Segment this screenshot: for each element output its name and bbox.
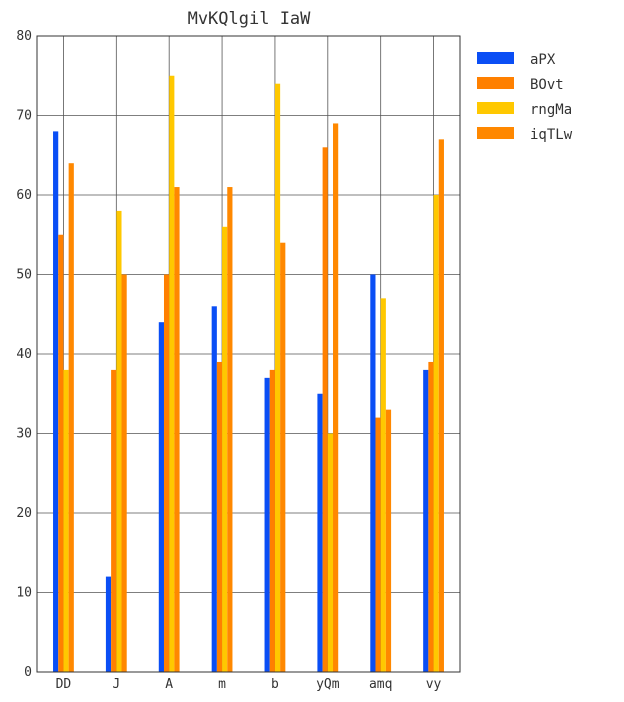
bars-group xyxy=(53,75,444,673)
bar-iqTLw-J xyxy=(121,274,127,672)
bar-iqTLw-DD xyxy=(68,163,74,672)
y-tick-label: 80 xyxy=(16,29,32,44)
x-tick-label: b xyxy=(271,677,279,692)
x-tick-label: vy xyxy=(426,677,442,692)
legend: aPX BOvt rngMa iqTLw xyxy=(477,52,573,143)
bar-iqTLw-m xyxy=(227,187,233,673)
bar-rngMa-J xyxy=(116,210,122,672)
bar-aPX-J xyxy=(105,576,112,672)
legend-swatch-BOvt xyxy=(477,77,514,89)
bar-rngMa-vy xyxy=(433,195,439,672)
bar-BOvt-vy xyxy=(428,361,434,672)
x-tick-label: m xyxy=(218,677,226,692)
bar-rngMa-A xyxy=(169,75,175,672)
x-tick-label: DD xyxy=(56,677,72,692)
bar-rngMa-amq xyxy=(380,298,386,672)
bar-rngMa-yQm xyxy=(327,433,334,672)
bar-BOvt-b xyxy=(269,369,275,672)
bar-iqTLw-A xyxy=(174,187,180,673)
chart-title: MvKQlgil IaW xyxy=(188,9,312,29)
bar-BOvt-m xyxy=(216,361,223,672)
bar-iqTLw-amq xyxy=(385,409,392,672)
y-tick-label: 50 xyxy=(16,268,32,283)
x-tick-label: amq xyxy=(369,677,392,692)
bar-BOvt-DD xyxy=(58,234,64,672)
y-tick-label: 60 xyxy=(16,188,32,203)
bar-BOvt-J xyxy=(111,369,117,672)
plot-frame xyxy=(36,35,461,673)
y-tick-label: 10 xyxy=(16,586,32,601)
y-tick-label: 0 xyxy=(24,665,32,680)
x-tick-label: yQm xyxy=(316,677,340,692)
bar-BOvt-A xyxy=(163,274,170,672)
legend-swatch-rngMa xyxy=(477,102,514,114)
y-axis-ticks: 0 10 20 30 40 50 60 70 80 xyxy=(16,29,32,680)
legend-swatch-aPX xyxy=(477,52,514,64)
y-tick-label: 30 xyxy=(16,427,32,442)
bar-aPX-m xyxy=(211,306,217,672)
bar-aPX-yQm xyxy=(317,393,323,672)
bar-iqTLw-b xyxy=(280,242,286,672)
bar-rngMa-m xyxy=(222,226,228,673)
bar-BOvt-amq xyxy=(375,417,381,672)
bar-aPX-A xyxy=(158,322,164,672)
bar-aPX-amq xyxy=(370,274,376,672)
grid-lines xyxy=(37,35,460,673)
bar-iqTLw-vy xyxy=(438,139,444,673)
legend-label: rngMa xyxy=(530,102,572,118)
y-tick-label: 40 xyxy=(16,347,32,362)
y-tick-label: 20 xyxy=(16,506,32,521)
legend-label: BOvt xyxy=(530,77,564,93)
legend-swatch-iqTLw xyxy=(477,127,514,139)
legend-label: aPX xyxy=(530,52,556,68)
bar-aPX-DD xyxy=(53,131,59,672)
x-tick-label: J xyxy=(112,677,120,692)
bar-rngMa-b xyxy=(274,83,281,672)
bar-iqTLw-yQm xyxy=(333,123,339,672)
bar-BOvt-yQm xyxy=(322,147,328,673)
legend-label: iqTLw xyxy=(530,127,573,143)
bar-aPX-vy xyxy=(423,369,429,672)
x-tick-label: A xyxy=(165,677,173,692)
bar-aPX-b xyxy=(264,377,270,672)
bar-rngMa-DD xyxy=(63,369,69,672)
y-tick-label: 70 xyxy=(16,109,32,124)
